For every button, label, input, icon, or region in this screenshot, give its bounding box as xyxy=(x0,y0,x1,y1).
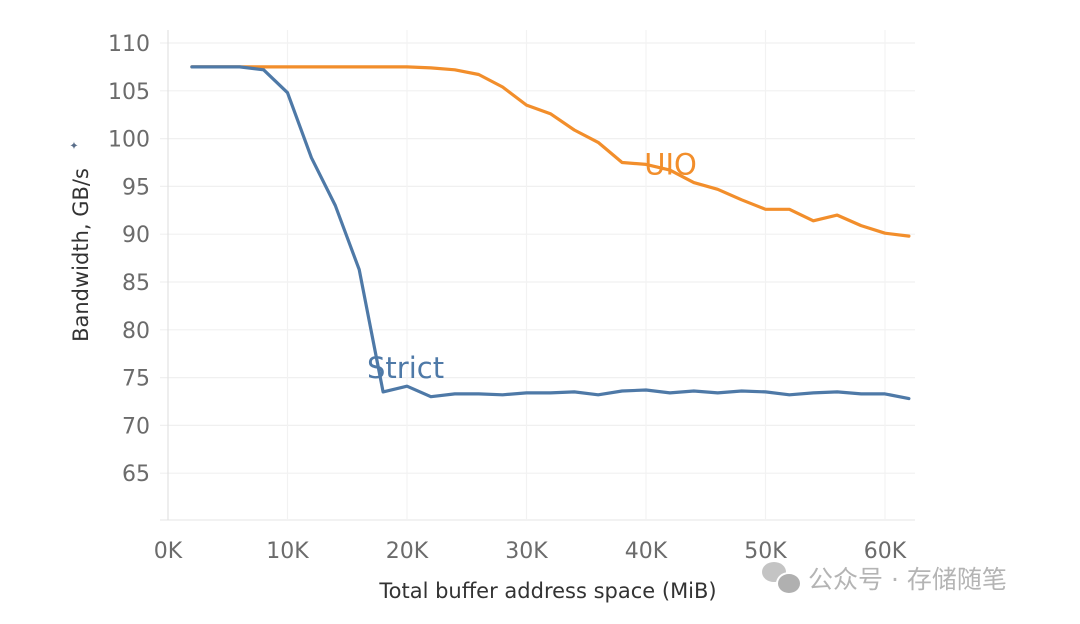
x-tick-label: 60K xyxy=(864,539,907,564)
x-tick-label: 40K xyxy=(625,539,668,564)
series-label-uio: UIO xyxy=(644,147,697,181)
y-tick-label: 70 xyxy=(122,414,150,439)
wechat-icon xyxy=(762,562,802,595)
y-tick-label: 110 xyxy=(108,32,150,57)
series-line-uio xyxy=(190,65,911,238)
x-tick-label: 0K xyxy=(154,539,183,564)
y-axis-title: Bandwidth, GB/s xyxy=(69,168,93,342)
watermark: 公众号 · 存储随笔 xyxy=(762,560,1007,596)
x-tick-label: 50K xyxy=(744,539,787,564)
pin-icon: ✦ xyxy=(68,141,81,150)
series-line-strict xyxy=(190,65,911,401)
y-tick-label: 105 xyxy=(108,80,150,105)
x-tick-label: 30K xyxy=(505,539,548,564)
y-tick-label: 65 xyxy=(122,462,150,487)
y-tick-label: 85 xyxy=(122,271,150,296)
y-tick-label: 75 xyxy=(122,367,150,392)
y-tick-label: 95 xyxy=(122,175,150,200)
data-series xyxy=(190,65,911,401)
x-tick-label: 10K xyxy=(266,539,309,564)
gridlines xyxy=(160,30,915,521)
series-label-strict: Strict xyxy=(367,351,444,385)
y-axis-ticks: 65 70 75 80 85 90 95 100 105 110 xyxy=(108,32,150,487)
x-tick-label: 20K xyxy=(386,539,429,564)
y-tick-label: 100 xyxy=(108,128,150,153)
y-tick-label: 80 xyxy=(122,319,150,344)
watermark-text: 公众号 · 存储随笔 xyxy=(808,565,1007,594)
x-axis-ticks: 0K 10K 20K 30K 40K 50K 60K xyxy=(154,539,907,564)
y-tick-label: 90 xyxy=(122,223,150,248)
x-axis-title: Total buffer address space (MiB) xyxy=(378,579,716,603)
series-labels: UIO Strict xyxy=(367,147,697,385)
